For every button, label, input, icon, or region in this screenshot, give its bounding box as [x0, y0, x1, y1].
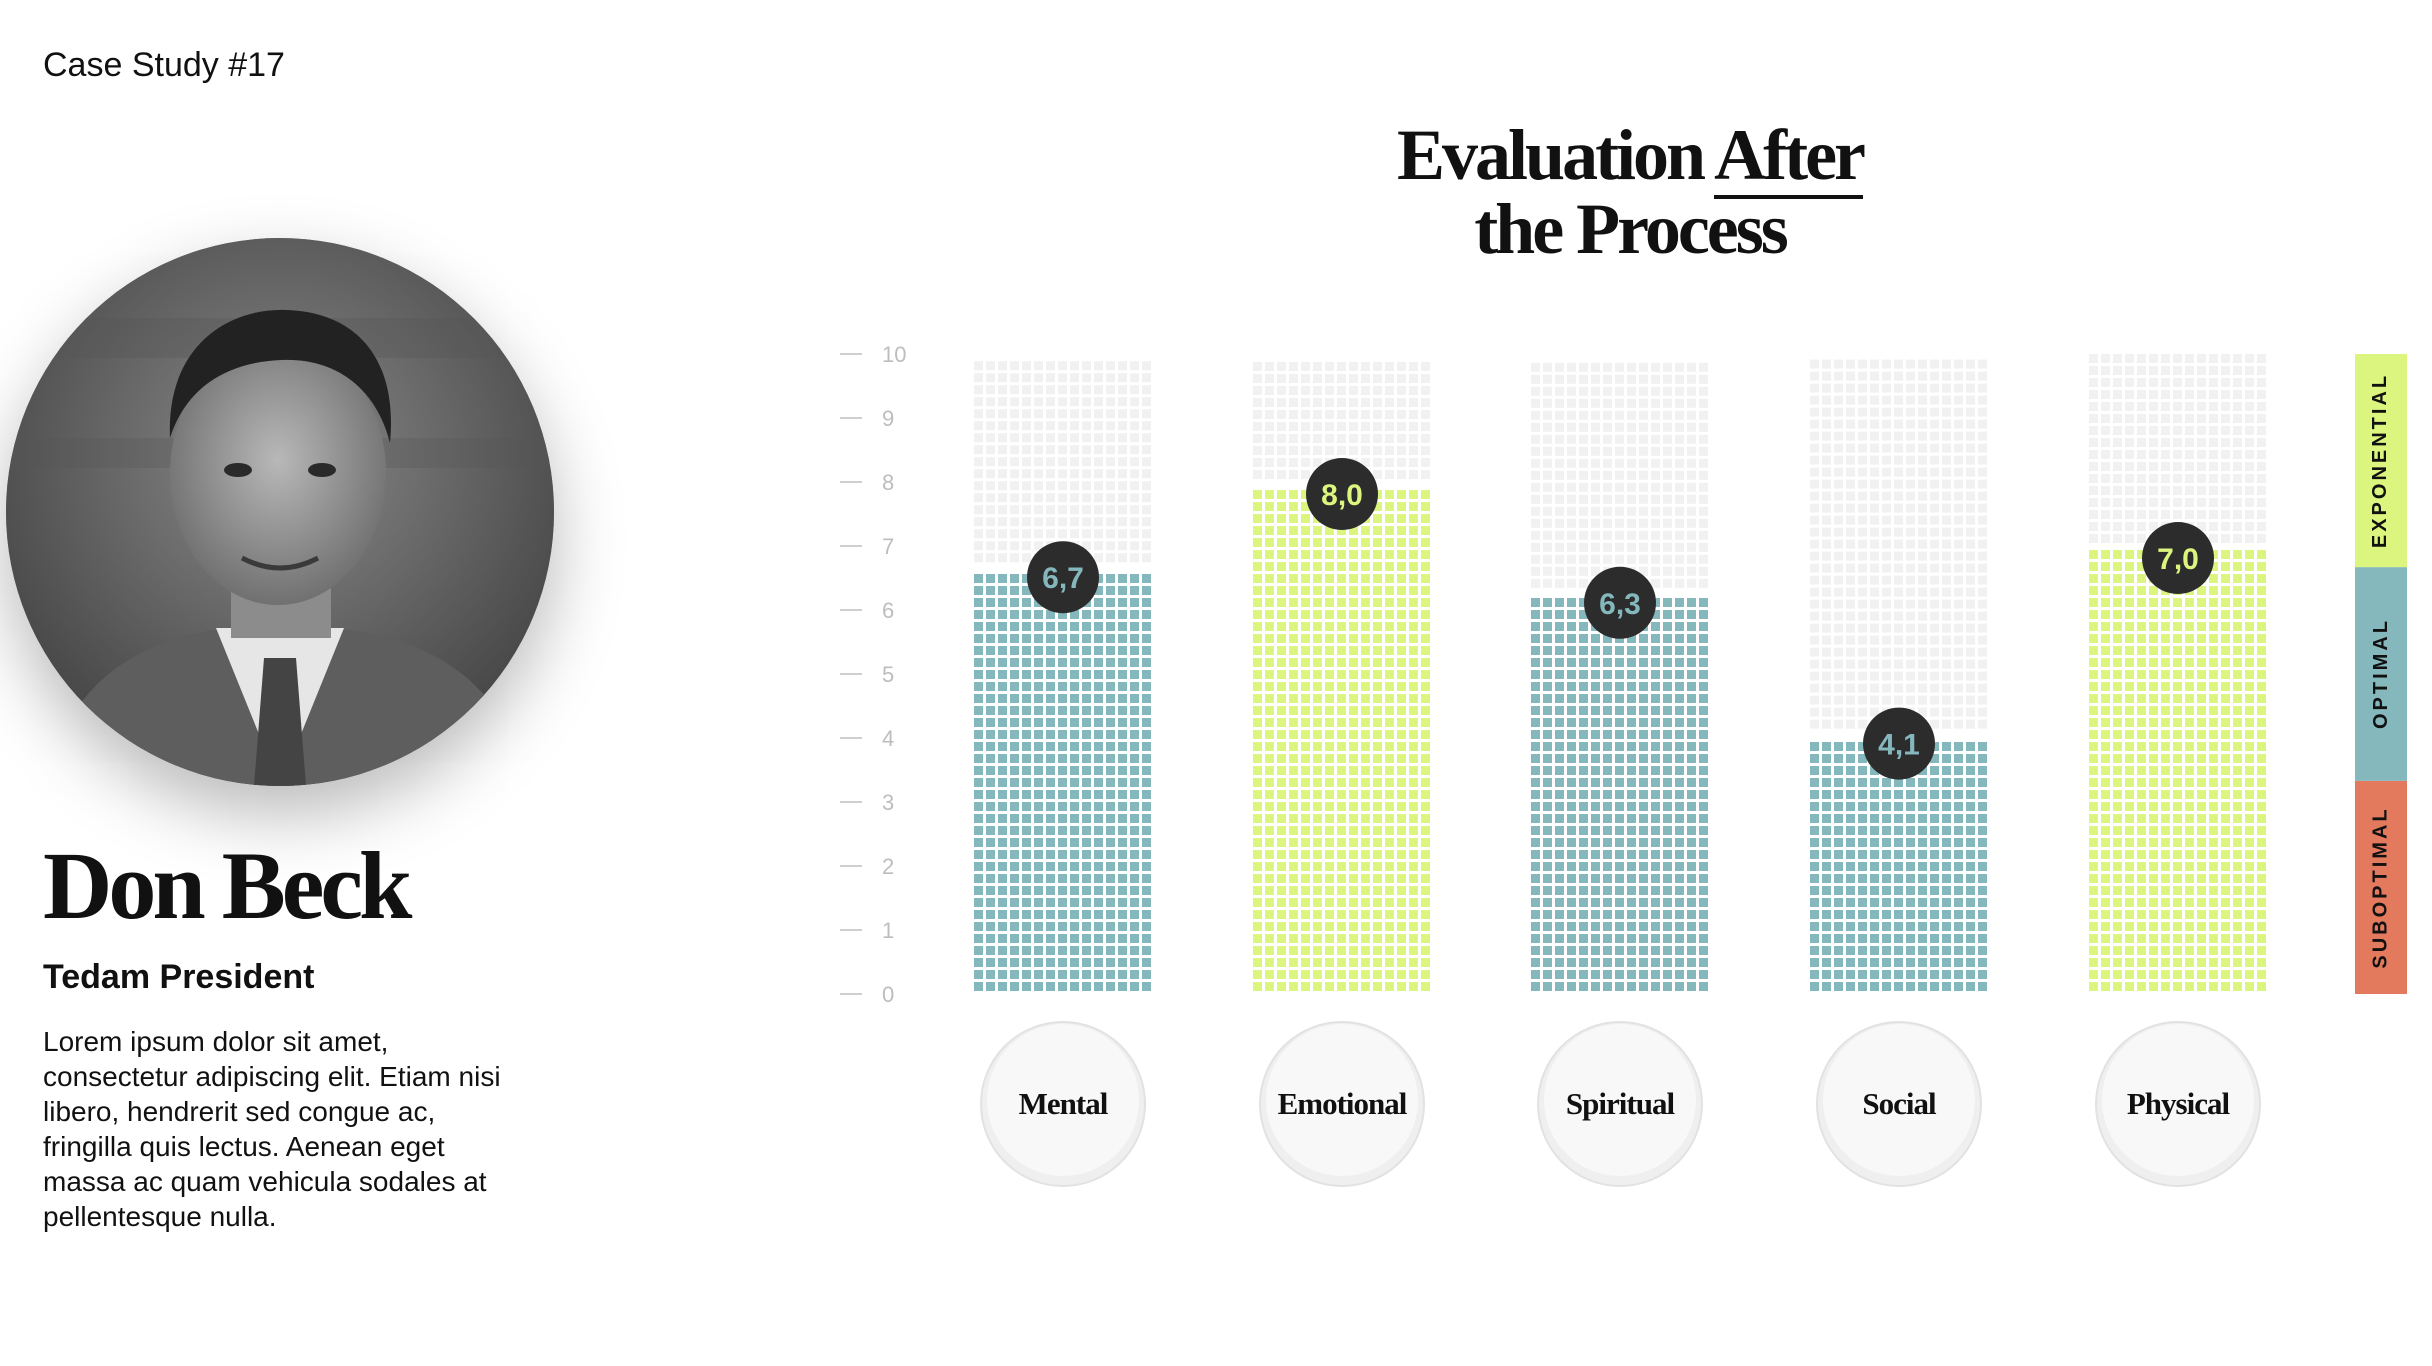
category-label: Social [1862, 1086, 1937, 1121]
bar-fill [1253, 482, 1433, 994]
value-label: 6,7 [1042, 562, 1084, 595]
y-tick-label: 10 [882, 342, 906, 367]
legend-band-suboptimal [2355, 780, 2407, 994]
portrait-photo [6, 238, 554, 786]
category-label: Emotional [1278, 1086, 1408, 1121]
bar-social: 4,1 [1810, 354, 1990, 994]
value-label: 6,3 [1599, 588, 1641, 621]
legend-bands [2355, 354, 2407, 994]
chart-title-part1: Evaluation [1397, 115, 1715, 195]
category-label: Physical [2127, 1086, 2231, 1121]
value-badge: 6,3 [1584, 566, 1656, 639]
chart-title-highlight: After [1714, 115, 1866, 199]
bar-track [1810, 354, 1990, 732]
person-bio: Lorem ipsum dolor sit amet, consectetur … [43, 1026, 501, 1232]
value-badge: 6,7 [1027, 541, 1099, 614]
legend-band-label: SUBOPTIMAL [2369, 806, 2392, 969]
person-role: Tedam President [43, 958, 315, 996]
y-tick-label: 7 [882, 534, 894, 559]
bar-physical: 7,0 [2089, 354, 2269, 994]
y-tick-label: 0 [882, 982, 894, 1007]
bar-fill [2089, 546, 2269, 994]
y-axis: 0 1 2 3 4 5 6 7 8 9 10 [840, 342, 906, 1007]
category-emotional: Emotional [1259, 1021, 1425, 1187]
category-social: Social [1816, 1021, 1982, 1187]
chart-title-line2: the Process [1474, 189, 1789, 269]
legend-band-exponential [2355, 354, 2407, 568]
y-tick-label: 2 [882, 854, 894, 879]
y-tick-label: 4 [882, 726, 894, 751]
bar-fill [1810, 731, 1990, 994]
bar-mental: 6,7 [974, 354, 1154, 994]
category-label: Spiritual [1566, 1086, 1676, 1121]
bars: 6,7 8,0 6,3 4,1 7,0 [974, 354, 2269, 994]
value-badge: 8,0 [1306, 458, 1378, 530]
bar-track [1531, 354, 1711, 591]
chart-title: Evaluation After the Process [1300, 115, 1960, 269]
bar-fill [974, 565, 1154, 994]
person-name: Don Beck [43, 832, 412, 939]
category-physical: Physical [2095, 1021, 2261, 1187]
category-label: Mental [1019, 1086, 1109, 1121]
category-mental: Mental [980, 1021, 1146, 1187]
bar-track [974, 354, 1154, 566]
value-label: 8,0 [1321, 479, 1363, 512]
legend-band-optimal [2355, 567, 2407, 781]
bar-track [2089, 354, 2269, 546]
y-tick-label: 6 [882, 598, 894, 623]
category-spiritual: Spiritual [1537, 1021, 1703, 1187]
value-badge: 4,1 [1863, 707, 1935, 780]
y-tick-label: 3 [882, 790, 894, 815]
category-labels: Mental Emotional Spiritual Social Physical [980, 1021, 2261, 1187]
value-label: 7,0 [2157, 543, 2199, 576]
bar-fill [1531, 590, 1711, 994]
value-badge: 7,0 [2142, 522, 2214, 594]
bar-spiritual: 6,3 [1531, 354, 1711, 994]
y-tick-label: 8 [882, 470, 894, 495]
portrait-illustration [6, 238, 554, 786]
legend-band-label: OPTIMAL [2369, 618, 2392, 730]
y-tick-label: 9 [882, 406, 894, 431]
y-tick-label: 1 [882, 918, 894, 943]
bar-emotional: 8,0 [1253, 354, 1433, 994]
value-label: 4,1 [1878, 729, 1920, 762]
case-study-label: Case Study #17 [43, 46, 285, 84]
y-tick-label: 5 [882, 662, 894, 687]
legend-band-label: EXPONENTIAL [2369, 372, 2392, 549]
